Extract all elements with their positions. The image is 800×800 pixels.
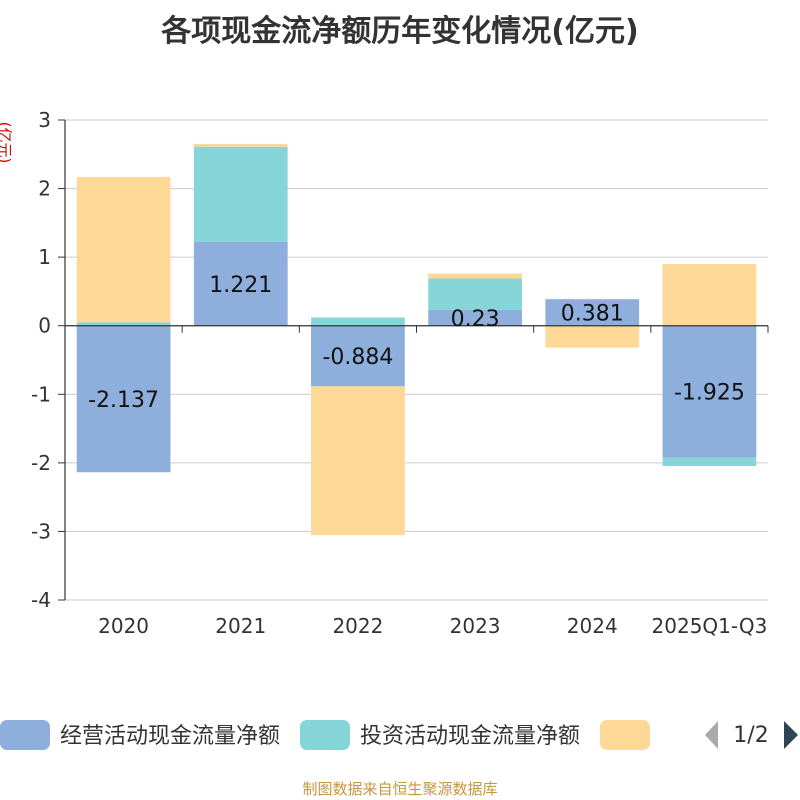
triangle-right-icon[interactable] bbox=[784, 721, 798, 749]
bar-2022-series-2 bbox=[311, 386, 405, 536]
y-tick-label: 3 bbox=[38, 108, 51, 132]
x-tick-label: 2022 bbox=[332, 614, 383, 638]
legend-swatch bbox=[600, 720, 651, 750]
bar-2020-series-2 bbox=[76, 176, 171, 323]
x-tick-label: 2023 bbox=[450, 614, 501, 638]
bar-2024-series-0 bbox=[545, 299, 640, 326]
data-label-2020: -2.137 bbox=[88, 388, 159, 413]
legend-swatch bbox=[0, 720, 50, 750]
legend: 经营活动现金流量净额 投资活动现金流量净额 1/2 bbox=[0, 720, 798, 750]
y-tick-label: -4 bbox=[31, 588, 51, 612]
bar-2023-series-0 bbox=[428, 309, 522, 326]
data-label-2023: 0.23 bbox=[451, 307, 500, 332]
x-tick-label: 2020 bbox=[98, 614, 149, 638]
bar-2020-series-0 bbox=[76, 325, 171, 473]
triangle-left-icon[interactable] bbox=[705, 721, 718, 749]
bar-2024-series-1 bbox=[545, 298, 640, 300]
legend-swatch bbox=[300, 720, 351, 750]
tick-labels: 3 2 1 0 -1 -2 -3 -4 2020 2021 2022 2023 2024 2025Q1-Q… bbox=[31, 108, 767, 638]
y-tick-label: -3 bbox=[31, 519, 51, 543]
legend-page-indicator: 1/2 bbox=[733, 723, 768, 748]
data-label-2024: 0.381 bbox=[561, 302, 624, 327]
y-tick-label: -2 bbox=[31, 451, 51, 475]
x-tick-label: 2025Q1-Q3 bbox=[652, 614, 768, 638]
data-labels: -2.137 1.221 -0.884 0.23 0.381 -1.925 bbox=[88, 273, 745, 413]
axes bbox=[58, 119, 769, 601]
bar-2022-series-0 bbox=[311, 325, 405, 387]
bars bbox=[76, 143, 757, 536]
data-label-2025Q1-Q3: -1.925 bbox=[674, 381, 745, 406]
data-label-2022: -0.884 bbox=[322, 345, 393, 370]
bar-2025Q1-Q3-series-0 bbox=[662, 325, 757, 458]
y-tick-label: -1 bbox=[31, 382, 51, 406]
chart-title: 各项现金流净额历年变化情况(亿元) bbox=[161, 14, 639, 49]
bar-2021-series-2 bbox=[193, 143, 288, 147]
y-tick-label: 1 bbox=[38, 245, 51, 269]
y-tick-label: 2 bbox=[38, 177, 51, 201]
bar-2023-series-1 bbox=[428, 278, 522, 310]
bar-2020-series-1 bbox=[76, 322, 171, 326]
data-label-2021: 1.221 bbox=[209, 273, 272, 298]
bar-2021-series-0 bbox=[193, 241, 288, 326]
legend-label: 经营活动现金流量净额 bbox=[60, 724, 280, 749]
y-tick-label: 0 bbox=[38, 314, 51, 338]
legend-label: 投资活动现金流量净额 bbox=[360, 724, 580, 749]
bar-2024-series-2 bbox=[545, 325, 640, 348]
bar-2025Q1-Q3-series-2 bbox=[662, 264, 757, 326]
x-tick-label: 2021 bbox=[215, 614, 266, 638]
source-note: 制图数据来自恒生聚源数据库 bbox=[302, 780, 498, 798]
bar-2022-series-1 bbox=[311, 317, 405, 326]
bar-2025Q1-Q3-series-1 bbox=[662, 457, 757, 466]
x-tick-label: 2024 bbox=[567, 614, 618, 638]
bar-2023-series-2 bbox=[428, 273, 522, 279]
bar-2021-series-1 bbox=[193, 146, 288, 242]
